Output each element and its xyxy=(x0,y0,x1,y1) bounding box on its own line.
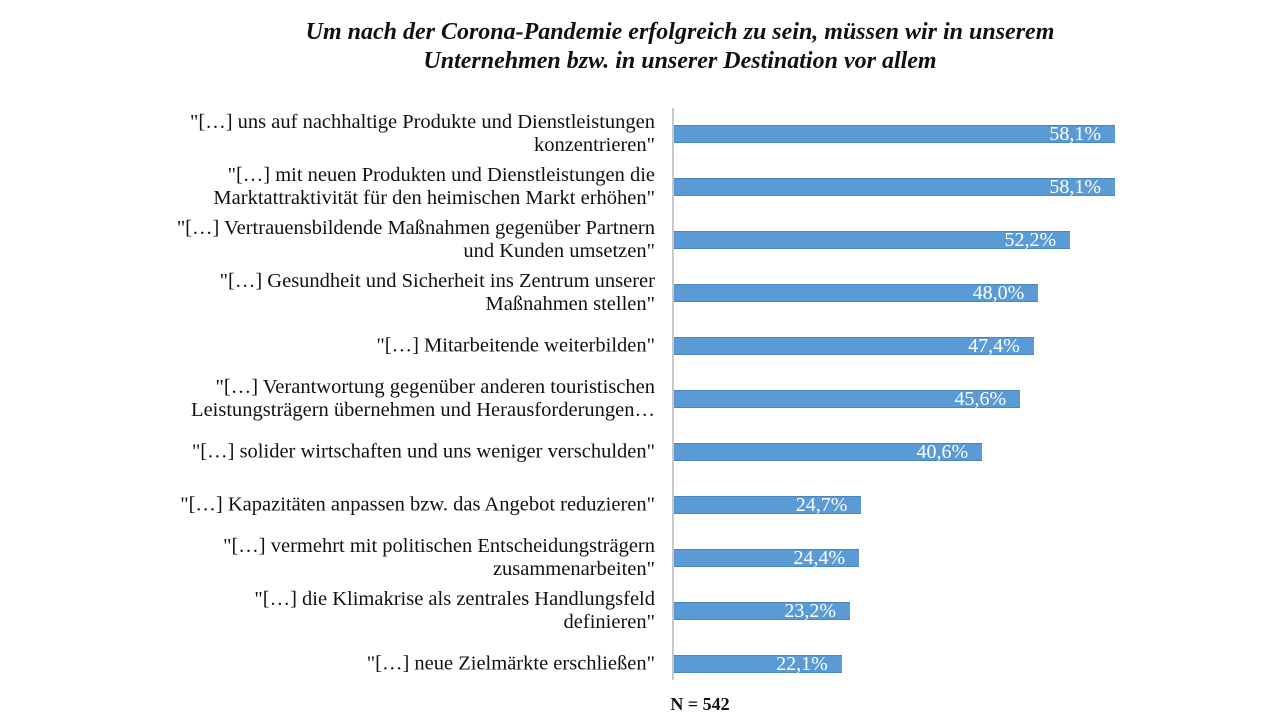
bar: 24,7% xyxy=(674,494,862,516)
category-label-line: definieren" xyxy=(563,611,655,633)
chart-title-line: Unternehmen bzw. in unserer Destination … xyxy=(423,48,937,74)
bar: 58,1% xyxy=(674,123,1115,145)
category-label-line: "[…] mit neuen Produkten und Dienstleist… xyxy=(227,164,655,186)
category-label: "[…] die Klimakrise als zentrales Handlu… xyxy=(95,588,655,634)
category-label-line: "[…] Kapazitäten anpassen bzw. das Angeb… xyxy=(180,493,655,516)
bar: 40,6% xyxy=(674,441,983,463)
data-label: 23,2% xyxy=(784,600,837,622)
data-label: 45,6% xyxy=(954,388,1007,410)
category-label: "[…] Mitarbeitende weiterbilden" xyxy=(95,335,655,358)
category-label: "[…] vermehrt mit politischen Entscheidu… xyxy=(95,535,655,581)
data-label: 58,1% xyxy=(1049,123,1101,145)
data-label: 24,4% xyxy=(793,547,846,569)
category-label-line: Marktattraktivität für den heimischen Ma… xyxy=(213,187,655,209)
data-label: 47,4% xyxy=(968,335,1020,357)
category-label: "[…] Gesundheit und Sicherheit ins Zentr… xyxy=(95,270,655,316)
bar: 58,1% xyxy=(674,176,1115,198)
category-label-line: und Kunden umsetzen" xyxy=(463,240,655,262)
category-label: "[…] Kapazitäten anpassen bzw. das Angeb… xyxy=(95,494,655,517)
category-label-line: "[…] Gesundheit und Sicherheit ins Zentr… xyxy=(219,270,655,292)
data-label: 24,7% xyxy=(795,494,848,516)
bar: 48,0% xyxy=(674,282,1039,304)
bar: 24,4% xyxy=(674,547,860,569)
category-label-line: "[…] die Klimakrise als zentrales Handlu… xyxy=(254,588,655,610)
data-label: 48,0% xyxy=(972,282,1025,304)
category-label-line: "[…] Verantwortung gegenüber anderen tou… xyxy=(215,376,656,398)
bar: 22,1% xyxy=(674,653,842,675)
data-label: 40,6% xyxy=(916,441,969,463)
category-label-line: "[…] Mitarbeitende weiterbilden" xyxy=(376,334,655,357)
category-label: "[…] Vertrauensbildende Maßnahmen gegenü… xyxy=(95,217,655,263)
category-label-line: "[…] Vertrauensbildende Maßnahmen gegenü… xyxy=(176,217,655,239)
category-label: "[…] solider wirtschaften und uns wenige… xyxy=(95,441,655,464)
category-label-line: "[…] solider wirtschaften und uns wenige… xyxy=(191,440,655,463)
category-label: "[…] Verantwortung gegenüber anderen tou… xyxy=(95,376,655,422)
chart-title: Um nach der Corona-Pandemie erfolgreich … xyxy=(180,18,1180,76)
category-label-line: Maßnahmen stellen" xyxy=(485,293,655,315)
category-label-line: "[…] neue Zielmärkte erschließen" xyxy=(366,652,655,675)
chart-title-line: Um nach der Corona-Pandemie erfolgreich … xyxy=(305,19,1055,45)
data-label: 52,2% xyxy=(1004,229,1057,251)
data-label: 58,1% xyxy=(1049,176,1101,198)
category-label: "[…] neue Zielmärkte erschließen" xyxy=(95,653,655,676)
bar: 23,2% xyxy=(674,600,851,622)
bar: 47,4% xyxy=(674,335,1034,357)
category-label: "[…] uns auf nachhaltige Produkte und Di… xyxy=(95,111,655,157)
category-label-line: "[…] uns auf nachhaltige Produkte und Di… xyxy=(190,111,655,133)
bar: 45,6% xyxy=(674,388,1021,410)
category-label-line: konzentrieren" xyxy=(533,134,655,156)
data-label: 22,1% xyxy=(776,653,828,675)
category-label-line: "[…] vermehrt mit politischen Entscheidu… xyxy=(223,535,655,557)
category-label: "[…] mit neuen Produkten und Dienstleist… xyxy=(95,164,655,210)
category-label-line: zusammenarbeiten" xyxy=(492,558,655,580)
sample-size-note: N = 542 xyxy=(670,694,730,714)
bar: 52,2% xyxy=(674,229,1071,251)
category-label-line: Leistungsträgern übernehmen und Herausfo… xyxy=(191,399,655,421)
category-axis-line xyxy=(672,108,674,680)
